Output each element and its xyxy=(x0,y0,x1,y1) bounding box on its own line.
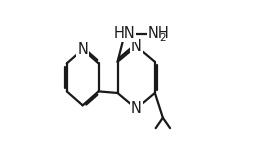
Text: 2: 2 xyxy=(159,33,166,43)
Text: N: N xyxy=(131,101,142,116)
Text: HN: HN xyxy=(114,26,136,41)
Text: N: N xyxy=(131,39,142,54)
Text: N: N xyxy=(77,42,88,57)
Text: NH: NH xyxy=(148,26,170,40)
